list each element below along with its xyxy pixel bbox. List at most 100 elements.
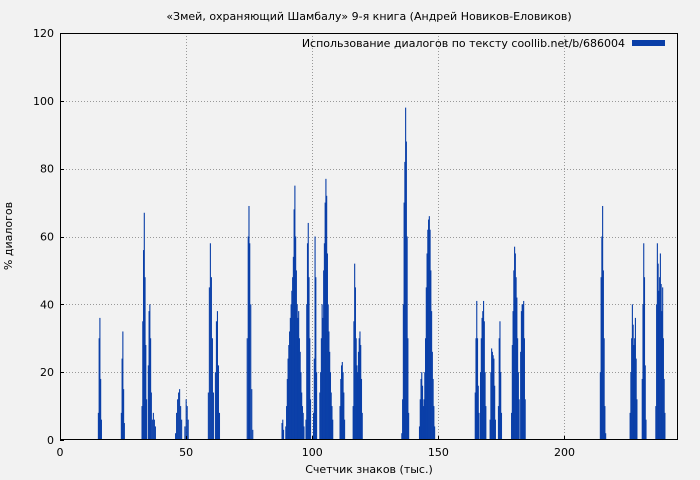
bar [301, 406, 304, 440]
bar [491, 351, 493, 440]
bar [428, 216, 430, 440]
bar [178, 392, 180, 440]
bar [421, 385, 424, 440]
bar [300, 372, 302, 440]
bar [308, 277, 310, 440]
bar [251, 389, 253, 441]
bar [307, 222, 309, 440]
bar [515, 277, 517, 440]
bar [322, 317, 324, 440]
bar [142, 250, 145, 440]
bar [513, 270, 515, 440]
bar [601, 236, 603, 440]
plot-frame [60, 33, 678, 440]
bar [427, 229, 429, 440]
bar [298, 338, 300, 440]
bar [644, 365, 646, 440]
bar [511, 412, 513, 440]
bar [514, 246, 516, 440]
bar [429, 229, 431, 440]
bar [214, 372, 216, 440]
y-axis: 0 20 40 60 80 100 120 [33, 27, 64, 447]
bar [480, 338, 482, 440]
bar [431, 311, 433, 440]
bar [634, 338, 636, 440]
bar [425, 338, 427, 440]
bar [656, 243, 658, 440]
bar [298, 311, 300, 440]
bar [216, 311, 218, 440]
y-tick-label: 80 [40, 163, 54, 176]
bar [299, 351, 301, 440]
bar [655, 406, 657, 440]
bar [492, 355, 494, 440]
bar [306, 243, 309, 440]
bar [631, 304, 633, 440]
bar [477, 385, 479, 440]
y-tick-label: 120 [33, 27, 54, 40]
bar [632, 324, 634, 440]
bars [97, 107, 666, 441]
bar [432, 378, 434, 440]
bar [523, 338, 525, 440]
bar [645, 419, 647, 440]
bar [218, 412, 221, 440]
bar [97, 412, 99, 440]
bar [497, 406, 499, 440]
bar [248, 205, 250, 440]
bar [476, 338, 479, 440]
bar [297, 317, 299, 440]
bar [358, 338, 360, 440]
bar [499, 321, 501, 440]
bar [177, 399, 179, 440]
bar [514, 253, 516, 440]
bar [217, 365, 220, 440]
bar [360, 345, 362, 440]
bar [288, 345, 290, 440]
bar [329, 372, 332, 440]
bar [600, 277, 602, 440]
bar [249, 243, 251, 440]
y-tick-label: 20 [40, 366, 54, 379]
bar [407, 338, 409, 440]
bar [518, 399, 520, 440]
bar [642, 304, 644, 440]
bar [316, 372, 318, 440]
x-tick-label: 0 [57, 446, 64, 459]
bar [423, 399, 425, 440]
bar [474, 392, 476, 440]
bar [120, 412, 122, 440]
bar [633, 345, 635, 440]
bar [150, 392, 152, 440]
bar [483, 321, 485, 440]
bar [343, 392, 345, 440]
bar [489, 419, 491, 440]
bar [323, 270, 325, 440]
bar [355, 338, 357, 440]
bar [281, 423, 283, 440]
plot-area [60, 33, 678, 440]
bar [662, 338, 664, 440]
bar [420, 378, 422, 440]
bar [122, 331, 124, 440]
bar [295, 236, 297, 440]
bar [419, 399, 421, 440]
bar [325, 178, 327, 440]
x-axis: 0 50 100 150 200 [57, 436, 575, 459]
bar [209, 243, 211, 440]
legend-label: Использование диалогов по тексту coollib… [302, 37, 625, 50]
bar [184, 426, 186, 440]
bar [478, 412, 480, 440]
bar [286, 378, 288, 440]
bar [631, 338, 633, 440]
bar [662, 287, 664, 441]
bar [282, 429, 285, 440]
bar [290, 304, 292, 440]
bar [522, 304, 524, 440]
bar [293, 209, 295, 440]
bar [402, 399, 404, 440]
bar [520, 351, 522, 440]
y-tick-label: 0 [47, 434, 54, 447]
bar [144, 277, 146, 440]
